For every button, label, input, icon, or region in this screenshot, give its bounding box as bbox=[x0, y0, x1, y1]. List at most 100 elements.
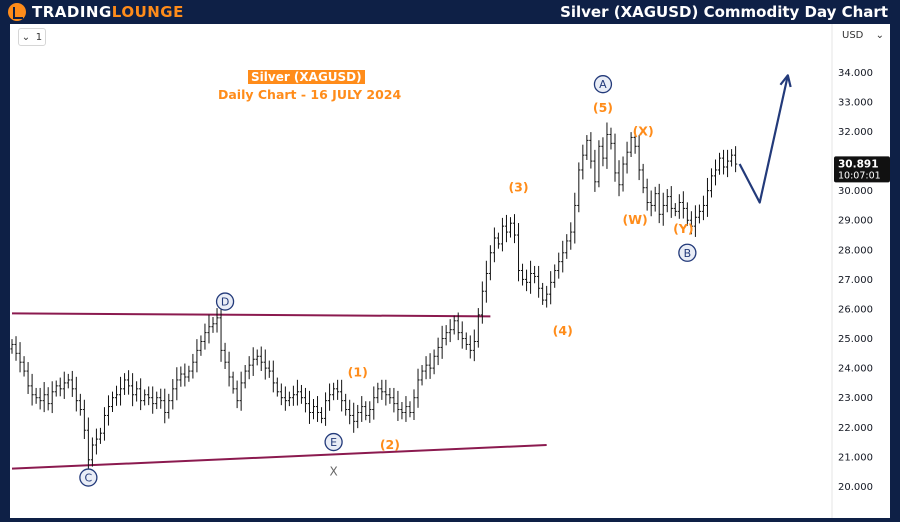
price-bar bbox=[653, 186, 657, 212]
price-bar bbox=[613, 133, 617, 182]
price-bar bbox=[151, 386, 155, 414]
price-bar bbox=[22, 356, 26, 377]
price-bar bbox=[533, 265, 537, 284]
price-bar bbox=[203, 323, 207, 350]
price-bar bbox=[219, 305, 223, 362]
y-tick-label: 26.000 bbox=[838, 304, 873, 315]
price-bar bbox=[520, 263, 525, 286]
price-bar bbox=[171, 379, 175, 410]
price-bar bbox=[239, 371, 243, 411]
price-bar bbox=[267, 360, 271, 378]
y-tick-label: 29.000 bbox=[838, 216, 873, 227]
price-bar bbox=[70, 370, 74, 397]
chart-title: Silver (XAGUSD) bbox=[248, 70, 365, 84]
price-bar bbox=[545, 285, 549, 308]
price-bar bbox=[734, 146, 738, 173]
price-bar bbox=[721, 149, 726, 175]
y-tick-label: 20.000 bbox=[838, 482, 873, 493]
y-tick-label: 22.000 bbox=[838, 423, 873, 434]
price-bar bbox=[573, 192, 577, 244]
price-bar bbox=[589, 132, 593, 169]
price-bar bbox=[496, 232, 501, 249]
wave-circle bbox=[678, 243, 697, 262]
price-bar bbox=[657, 183, 661, 224]
currency-selector[interactable]: USD ⌄ bbox=[838, 27, 888, 43]
price-bar bbox=[110, 391, 115, 413]
price-bar bbox=[215, 308, 219, 333]
price-bar bbox=[621, 156, 625, 192]
price-bar bbox=[637, 135, 641, 181]
price-bar bbox=[585, 135, 589, 160]
price-bar bbox=[440, 325, 444, 359]
wave-label-5: (5) bbox=[593, 100, 613, 115]
y-tick-label: 27.000 bbox=[838, 275, 873, 286]
price-bar bbox=[617, 160, 621, 197]
price-bar bbox=[323, 392, 328, 426]
price-bar bbox=[187, 365, 191, 382]
price-chart[interactable]: 20.000 21.000 22.000 23.000 24.000 25.000 26.0… bbox=[10, 24, 890, 518]
price-bar bbox=[143, 389, 147, 406]
price-bar bbox=[283, 386, 287, 411]
wave-label-e: E bbox=[324, 432, 343, 452]
price-bar bbox=[649, 190, 653, 217]
wave-label-b: B bbox=[678, 243, 697, 262]
price-bar bbox=[400, 401, 404, 420]
price-bar bbox=[163, 388, 167, 424]
price-bar bbox=[633, 129, 637, 154]
price-bar bbox=[701, 195, 706, 221]
price-bar bbox=[58, 377, 62, 397]
price-bar bbox=[565, 234, 569, 259]
price-bar bbox=[404, 396, 408, 422]
price-bar bbox=[629, 132, 633, 158]
wave-text: (4) bbox=[553, 323, 573, 338]
price-bar bbox=[159, 388, 163, 409]
chevron-down-icon: ⌄ bbox=[21, 31, 31, 43]
price-bar bbox=[625, 141, 629, 174]
price-bar bbox=[340, 379, 344, 412]
price-bar bbox=[66, 373, 70, 389]
price-bar bbox=[484, 260, 488, 303]
price-bar bbox=[468, 335, 472, 359]
price-bar bbox=[428, 353, 432, 379]
interval-selector[interactable]: ⌄ 1 bbox=[18, 28, 46, 46]
price-bar bbox=[191, 353, 195, 379]
projection-path bbox=[738, 75, 789, 204]
price-bar bbox=[255, 349, 259, 366]
price-bar bbox=[420, 365, 424, 386]
price-bar bbox=[14, 336, 18, 361]
price-bar bbox=[669, 186, 673, 218]
price-bar bbox=[673, 203, 677, 217]
price-bar bbox=[376, 382, 380, 404]
trendline-upper bbox=[11, 312, 491, 318]
price-bar bbox=[231, 371, 235, 394]
price-bar bbox=[593, 149, 597, 192]
wave-label-1: (1) bbox=[348, 365, 368, 380]
price-bar bbox=[82, 399, 86, 440]
price-bar bbox=[271, 360, 275, 393]
price-bar bbox=[685, 202, 689, 226]
tradinglounge-logo: TRADINGLOUNGE bbox=[8, 2, 184, 22]
logo-wordmark: TRADINGLOUNGE bbox=[32, 3, 184, 21]
price-bar bbox=[275, 377, 279, 397]
price-bar bbox=[118, 376, 123, 406]
price-bar bbox=[94, 428, 99, 455]
price-bar bbox=[516, 223, 521, 282]
price-bar bbox=[412, 389, 416, 420]
price-bar bbox=[480, 281, 484, 324]
price-bar bbox=[581, 144, 585, 180]
wave-text: (3) bbox=[508, 180, 528, 195]
price-bar bbox=[605, 122, 609, 169]
price-bar bbox=[195, 339, 199, 373]
price-bar bbox=[356, 404, 360, 429]
price-bar bbox=[609, 127, 613, 150]
price-bar bbox=[432, 349, 436, 375]
price-bar bbox=[155, 391, 159, 410]
price-bar bbox=[372, 386, 376, 420]
price-bar bbox=[259, 346, 263, 371]
price-bar bbox=[175, 367, 179, 401]
wave-label-x: X bbox=[329, 465, 337, 479]
header-bar: TRADINGLOUNGE Silver (XAGUSD) Commodity … bbox=[0, 0, 900, 24]
price-bar bbox=[167, 393, 171, 419]
price-bar bbox=[705, 177, 710, 217]
price-bar bbox=[729, 149, 734, 167]
